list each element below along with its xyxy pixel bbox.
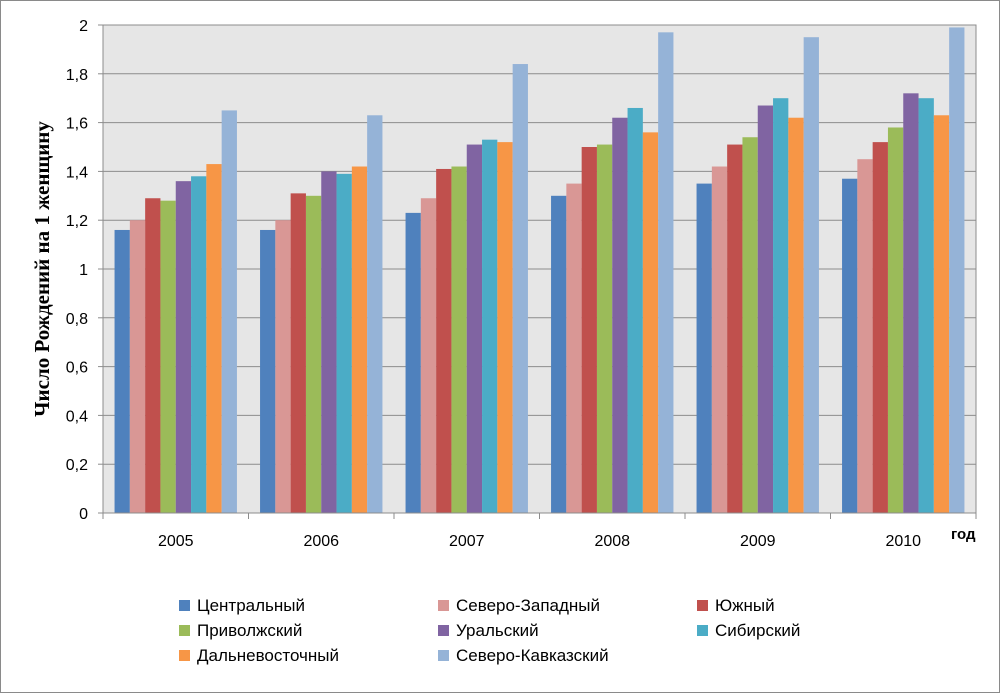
legend-swatch	[438, 600, 449, 611]
bar	[114, 229, 130, 513]
y-tick-label: 0,2	[66, 457, 88, 474]
bar	[842, 178, 858, 513]
legend-swatch	[179, 600, 190, 611]
bar	[451, 166, 467, 513]
legend-swatch	[697, 625, 708, 636]
legend-item: Южный	[697, 596, 775, 615]
legend-label: Южный	[715, 596, 775, 615]
x-tick-label: 2008	[594, 533, 630, 550]
bar	[872, 142, 888, 513]
legend-label: Приволжский	[197, 621, 302, 640]
legend-item: Уральский	[438, 621, 539, 640]
bar	[129, 220, 146, 513]
legend-item: Центральный	[179, 596, 305, 615]
bar	[191, 176, 207, 513]
bar	[305, 195, 322, 514]
y-tick-label: 0,4	[66, 408, 88, 425]
y-tick-label: 1,4	[66, 164, 88, 181]
bar	[206, 164, 222, 513]
bar	[482, 139, 498, 513]
bar	[696, 183, 712, 513]
y-tick-label: 0,8	[66, 311, 88, 328]
legend-item: Сибирский	[697, 621, 800, 640]
bar	[711, 166, 728, 513]
bar	[918, 98, 934, 513]
bar	[612, 117, 628, 513]
x-tick-label: 2009	[740, 533, 776, 550]
legend-item: Приволжский	[179, 621, 302, 640]
bar	[260, 229, 276, 513]
bar	[887, 127, 904, 513]
legend-item: Северо-Кавказский	[438, 646, 609, 665]
legend-swatch	[179, 625, 190, 636]
legend-label: Северо-Западный	[456, 596, 600, 615]
legend-label: Северо-Кавказский	[456, 646, 609, 665]
bar	[321, 171, 337, 513]
y-tick-label: 2	[79, 18, 88, 35]
bar	[175, 181, 192, 513]
bar	[803, 37, 819, 513]
x-tick-label: 2007	[449, 533, 485, 550]
legend-swatch	[438, 625, 449, 636]
y-tick-label: 0	[79, 506, 88, 523]
y-tick-label: 1	[79, 262, 88, 279]
x-tick-label: 2005	[158, 533, 194, 550]
bars	[114, 27, 965, 514]
gridlines	[98, 24, 976, 514]
bar	[551, 195, 567, 514]
x-axis-tickmarks	[102, 512, 977, 519]
bar	[290, 193, 306, 514]
y-axis-ticks: 0 0,2 0,4 0,6 0,8 1 1,2 1,4 1,6 1,8 2	[66, 18, 88, 523]
bar	[497, 142, 513, 513]
bar	[742, 137, 758, 514]
bar	[658, 32, 674, 513]
bar	[581, 147, 597, 513]
bar	[757, 105, 774, 514]
bar	[466, 144, 483, 513]
legend-swatch	[438, 650, 449, 661]
bar	[351, 166, 368, 513]
y-tick-label: 1,2	[66, 213, 88, 230]
y-tick-label: 0,6	[66, 360, 88, 377]
x-axis-title: год	[951, 526, 976, 543]
bar	[857, 159, 873, 513]
legend-label: Центральный	[197, 596, 305, 615]
bar	[336, 173, 352, 513]
legend: Центральный Северо-Западный Южный Приволжск…	[179, 596, 800, 665]
y-axis-title: Число Рождений на 1 женщину	[30, 121, 54, 417]
legend-item: Дальневосточный	[179, 646, 339, 665]
bar	[788, 117, 804, 513]
bar	[727, 144, 743, 513]
bar	[949, 27, 965, 513]
bar	[275, 220, 291, 513]
bar	[405, 212, 421, 513]
bar	[627, 107, 643, 514]
legend-label: Уральский	[456, 621, 539, 640]
legend-item: Северо-Западный	[438, 596, 600, 615]
x-tick-label: 2010	[885, 533, 921, 550]
bar	[566, 183, 582, 513]
bar	[773, 98, 789, 513]
legend-label: Дальневосточный	[197, 646, 339, 665]
legend-label: Сибирский	[715, 621, 800, 640]
legend-swatch	[179, 650, 190, 661]
bar	[903, 93, 919, 513]
bar	[512, 64, 528, 513]
x-tick-label: 2006	[303, 533, 339, 550]
y-tick-label: 1,8	[66, 67, 88, 84]
legend-swatch	[697, 600, 708, 611]
bar	[642, 132, 659, 514]
bar	[145, 198, 161, 514]
bar	[596, 144, 613, 513]
bar	[221, 110, 237, 514]
bar	[420, 198, 437, 514]
x-axis-ticks: 2005 2006 2007 2008 2009 2010	[158, 533, 921, 550]
y-tick-label: 1,6	[66, 116, 88, 133]
bar	[160, 200, 176, 513]
bar	[436, 168, 452, 513]
bar	[367, 115, 383, 513]
bar	[933, 115, 950, 513]
